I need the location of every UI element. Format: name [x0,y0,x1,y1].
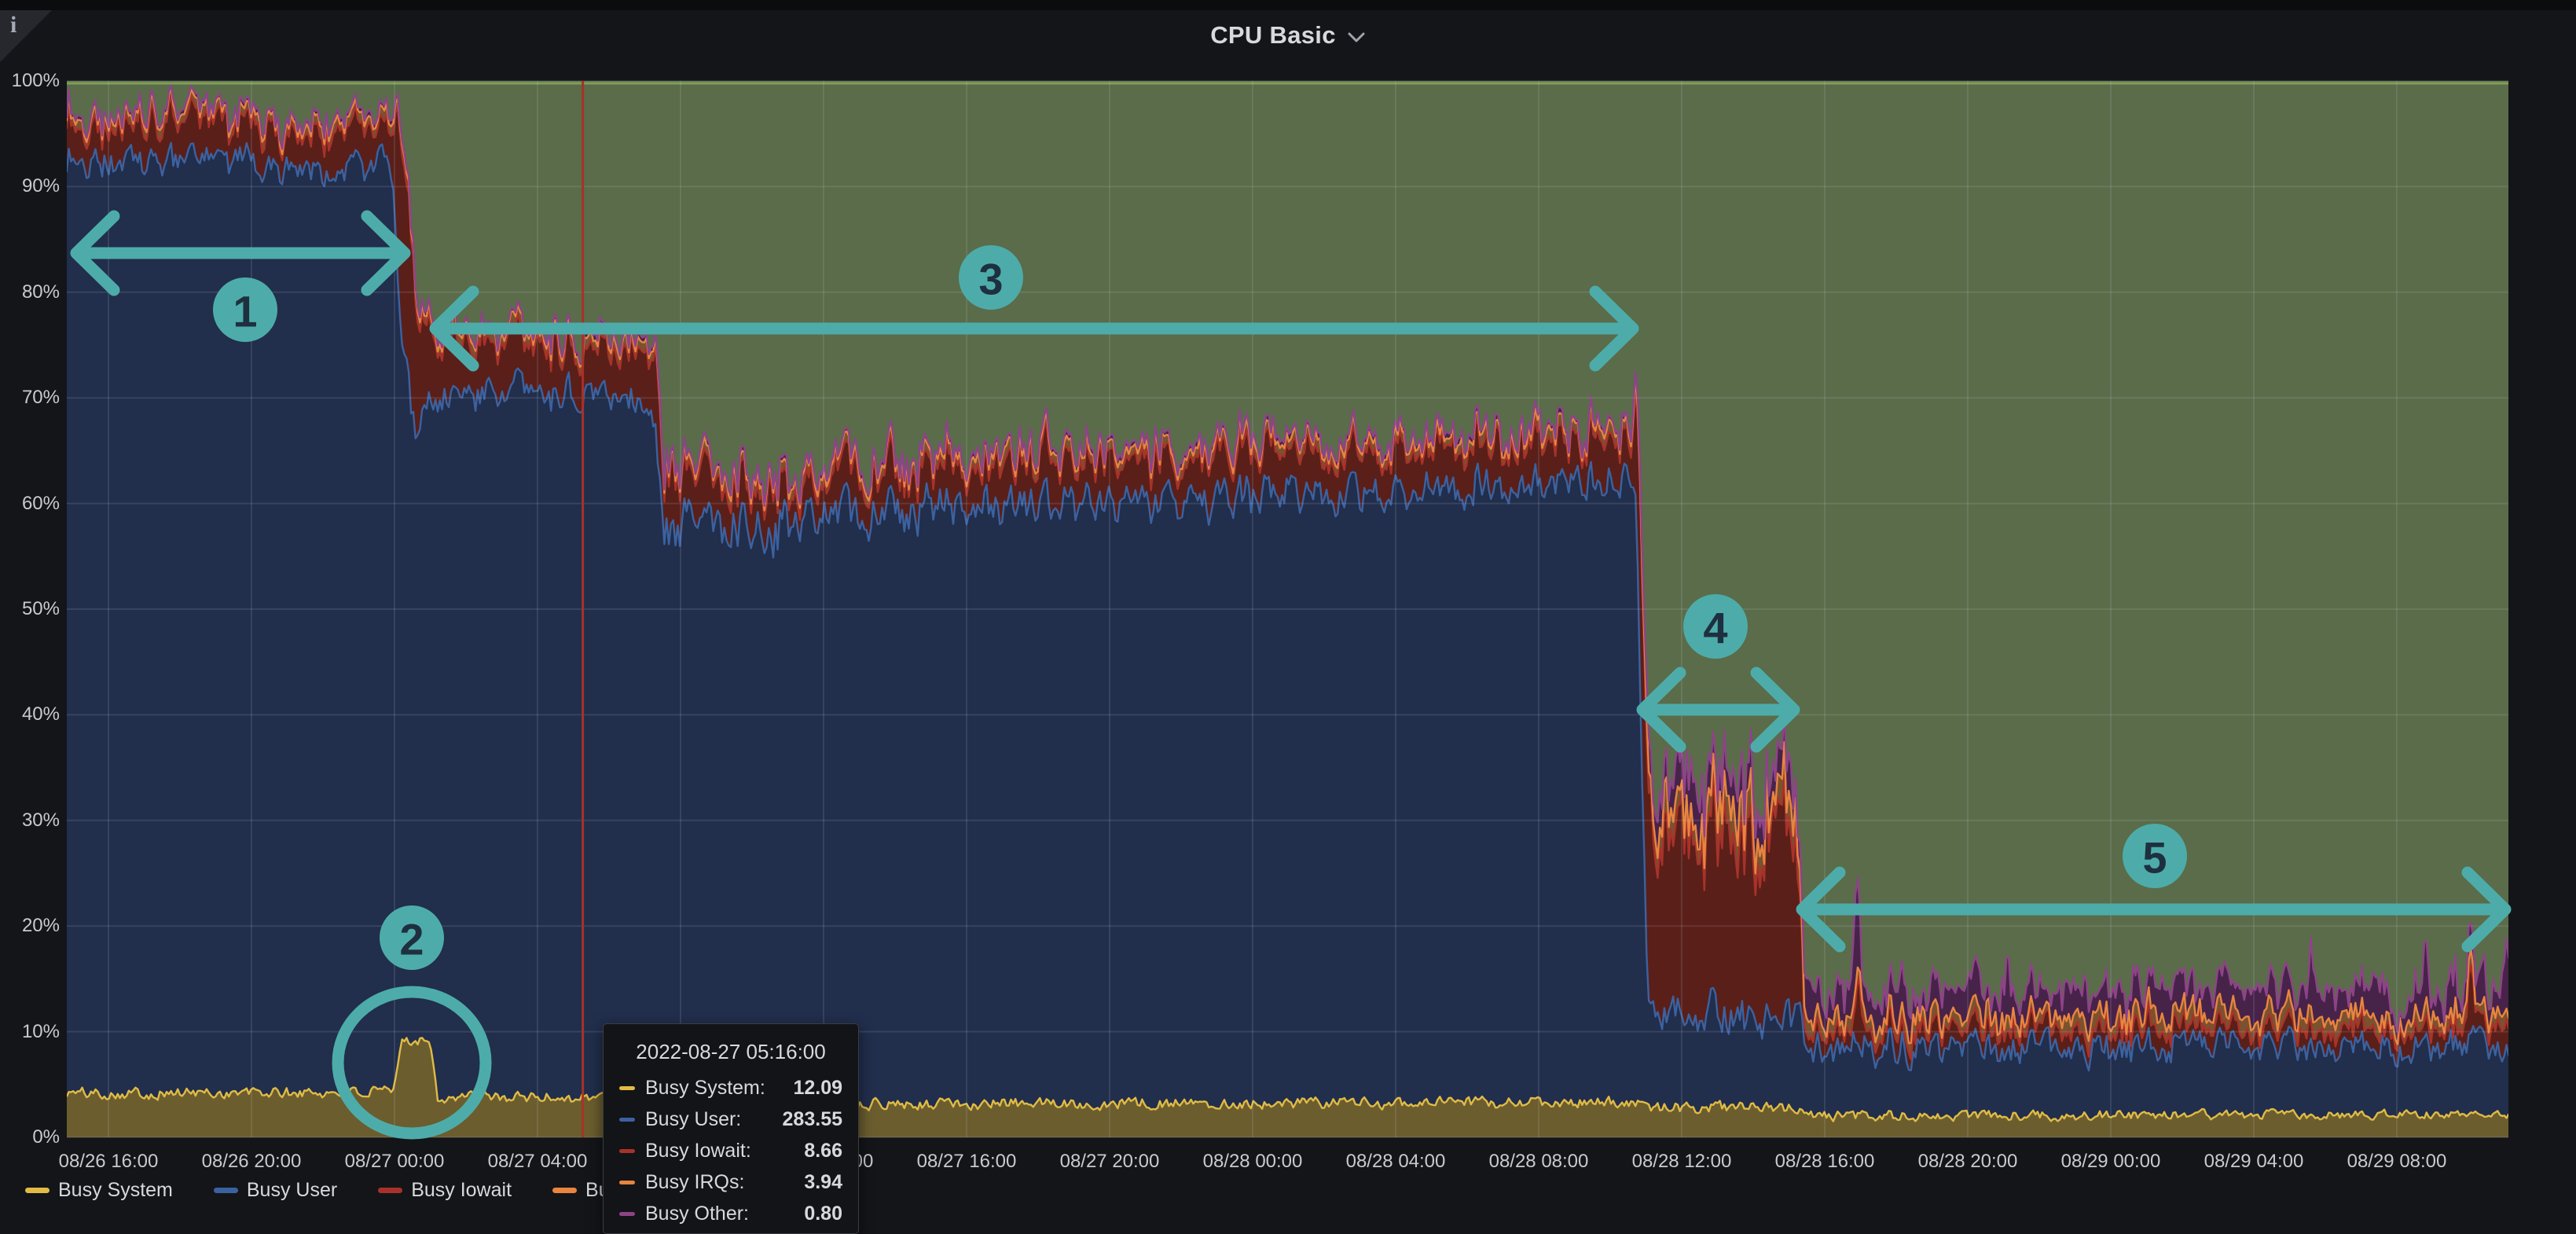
tooltip-swatch-icon [619,1149,635,1153]
tooltip-series-label: Busy User: [645,1108,741,1131]
annotation-badge-number: 4 [1703,604,1727,653]
tooltip-series-label: Busy Other: [645,1203,749,1225]
annotation-arrow-3 [435,292,1633,365]
annotation-badge-number: 2 [399,915,424,964]
tooltip-swatch-icon [619,1118,635,1122]
tooltip-series-label: Busy System: [645,1077,765,1100]
annotations-overlay: 1 3 4 5 2 [0,0,2576,1212]
tooltip-row: Busy IRQs: 3.94 [619,1171,842,1194]
tooltip-series-value: 12.09 [793,1077,842,1100]
tooltip-series-value: 283.55 [783,1108,842,1131]
tooltip-series-label: Busy Iowait: [645,1140,751,1162]
annotation-badge-number: 3 [978,255,1003,304]
tooltip-timestamp: 2022-08-27 05:16:00 [619,1040,842,1064]
tooltip-row: Busy Other: 0.80 [619,1203,842,1225]
tooltip-row: Busy System: 12.09 [619,1077,842,1100]
tooltip-series-label: Busy IRQs: [645,1171,744,1194]
tooltip-row: Busy Iowait: 8.66 [619,1140,842,1162]
tooltip-series-value: 8.66 [804,1140,842,1162]
annotation-arrow-4 [1642,673,1794,747]
tooltip-series-value: 0.80 [804,1203,842,1225]
tooltip-series-value: 3.94 [804,1171,842,1194]
tooltip-swatch-icon [619,1181,635,1184]
tooltip-row: Busy User: 283.55 [619,1108,842,1131]
annotation-badge-number: 5 [2142,833,2167,883]
chart-tooltip: 2022-08-27 05:16:00 Busy System:12.09Bus… [603,1023,859,1234]
tooltip-swatch-icon [619,1086,635,1090]
annotation-circle-2 [338,992,486,1133]
tooltip-swatch-icon [619,1212,635,1216]
annotation-badge-number: 1 [233,287,257,336]
